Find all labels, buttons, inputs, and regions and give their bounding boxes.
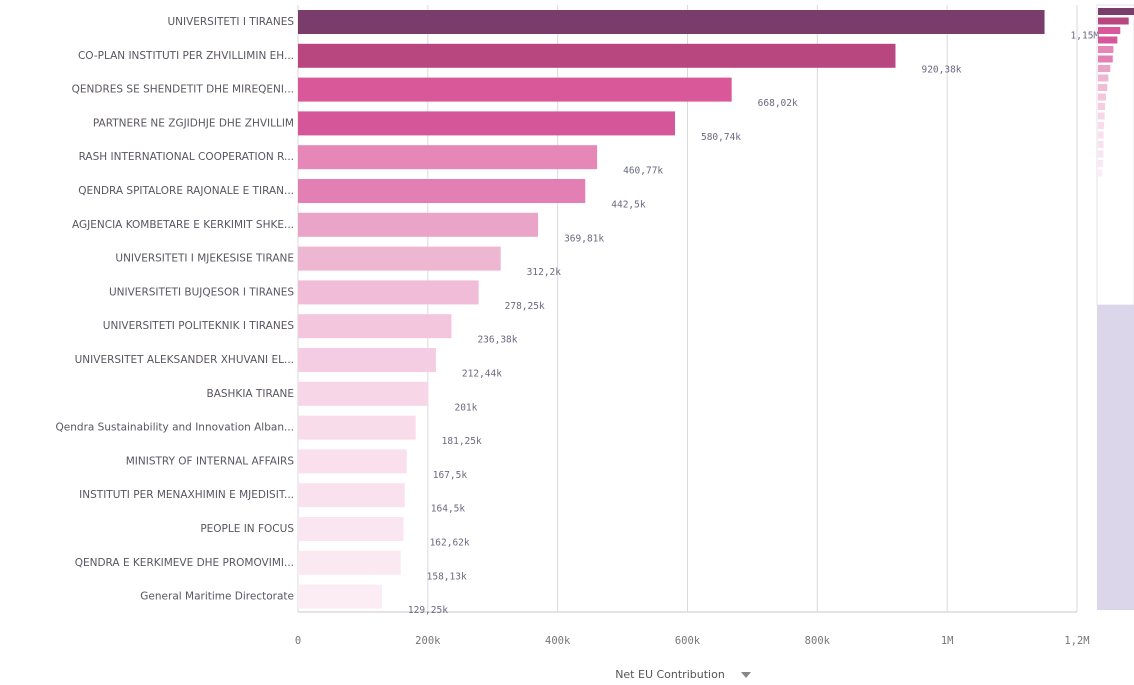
x-axis-title[interactable]: Net EU Contribution bbox=[615, 668, 725, 681]
minimap-track[interactable] bbox=[1097, 305, 1134, 610]
data-label: 1,15M bbox=[1071, 31, 1100, 42]
x-tick-label: 600k bbox=[675, 635, 701, 647]
bar bbox=[298, 381, 429, 406]
data-label: 129,25k bbox=[408, 605, 448, 616]
minimap-bar bbox=[1098, 131, 1104, 139]
bar bbox=[298, 10, 1045, 34]
bar bbox=[298, 145, 598, 170]
data-label: 162,62k bbox=[430, 538, 470, 549]
minimap-bar bbox=[1098, 160, 1104, 167]
x-tick-label: 0 bbox=[295, 635, 301, 647]
data-label: 369,81k bbox=[564, 233, 604, 244]
data-label: 158,13k bbox=[427, 571, 467, 582]
bar bbox=[298, 550, 401, 575]
bar bbox=[298, 584, 382, 609]
data-label: 236,38k bbox=[477, 335, 517, 346]
category-label: UNIVERSITETI POLITEKNIK I TIRANES bbox=[103, 320, 295, 332]
minimap-bar bbox=[1098, 65, 1111, 72]
data-label: 181,25k bbox=[442, 436, 482, 447]
bar bbox=[298, 348, 436, 372]
category-label: QENDRA SPITALORE RAJONALE E TIRAN... bbox=[78, 185, 294, 197]
category-label: UNIVERSITETI BUJQESOR I TIRANES bbox=[109, 286, 294, 298]
minimap-bar bbox=[1098, 36, 1118, 44]
x-tick-label: 800k bbox=[805, 635, 831, 647]
minimap-bar bbox=[1098, 112, 1105, 120]
bar bbox=[298, 212, 539, 237]
data-label: 212,44k bbox=[462, 369, 502, 380]
category-label: MINISTRY OF INTERNAL AFFAIRS bbox=[126, 455, 295, 467]
category-label: UNIVERSITETI I TIRANES bbox=[167, 16, 294, 28]
bar bbox=[298, 43, 896, 68]
sort-dropdown[interactable] bbox=[741, 672, 751, 678]
category-label: AGJENCIA KOMBETARE E KERKIMIT SHKE... bbox=[72, 219, 294, 231]
category-label: BASHKIA TIRANE bbox=[206, 388, 294, 400]
data-label: 164,5k bbox=[431, 504, 466, 515]
minimap-bar bbox=[1098, 74, 1109, 82]
category-label: PARTNERE NE ZGJIDHJE DHE ZHVILLIM bbox=[93, 117, 294, 129]
data-label: 201k bbox=[454, 402, 477, 413]
category-label: UNIVERSITET ALEKSANDER XHUVANI EL... bbox=[75, 354, 294, 366]
bar bbox=[298, 179, 586, 203]
minimap-bar bbox=[1098, 93, 1106, 101]
bar bbox=[298, 517, 404, 541]
minimap-bar bbox=[1098, 150, 1104, 158]
category-label: General Maritime Directorate bbox=[140, 591, 294, 603]
bar bbox=[298, 415, 416, 440]
bar bbox=[298, 246, 501, 271]
minimap-bar bbox=[1098, 141, 1104, 148]
x-tick-label: 1M bbox=[941, 635, 954, 647]
minimap-bar bbox=[1098, 8, 1134, 15]
minimap-bar bbox=[1098, 17, 1129, 25]
x-tick-label: 1,2M bbox=[1064, 635, 1089, 647]
minimap-bar bbox=[1098, 169, 1103, 177]
x-tick-label: 200k bbox=[415, 635, 441, 647]
category-label: UNIVERSITETI I MJEKESISE TIRANE bbox=[115, 253, 294, 265]
data-label: 920,38k bbox=[921, 64, 961, 75]
bar bbox=[298, 280, 479, 305]
category-label: INSTITUTI PER MENAXHIMIN E MJEDISIT... bbox=[79, 489, 294, 501]
category-label: CO-PLAN INSTITUTI PER ZHVILLIMIN EH... bbox=[78, 50, 294, 62]
bar bbox=[298, 77, 732, 102]
category-label: PEOPLE IN FOCUS bbox=[200, 523, 294, 535]
bar bbox=[298, 449, 407, 474]
category-label: RASH INTERNATIONAL COOPERATION R... bbox=[79, 151, 294, 163]
data-label: 442,5k bbox=[611, 200, 646, 211]
data-label: 580,74k bbox=[701, 132, 741, 143]
minimap-bar bbox=[1098, 55, 1113, 63]
data-label: 460,77k bbox=[623, 166, 663, 177]
minimap-bar bbox=[1098, 46, 1114, 53]
data-label: 668,02k bbox=[758, 98, 798, 109]
data-label: 312,2k bbox=[527, 267, 562, 278]
bar bbox=[298, 483, 405, 508]
minimap-bar bbox=[1098, 27, 1121, 34]
category-label: QENDRES SE SHENDETIT DHE MIREQENI... bbox=[72, 84, 294, 96]
x-tick-label: 400k bbox=[545, 635, 571, 647]
category-label: Qendra Sustainability and Innovation Alb… bbox=[56, 422, 294, 434]
bar bbox=[298, 314, 452, 339]
minimap-bar bbox=[1098, 103, 1106, 110]
category-label: QENDRA E KERKIMEVE DHE PROMOVIMI... bbox=[75, 557, 294, 569]
data-label: 278,25k bbox=[505, 301, 545, 312]
bar bbox=[298, 111, 675, 136]
data-label: 167,5k bbox=[433, 470, 468, 481]
minimap-bar bbox=[1098, 84, 1108, 91]
minimap-bar bbox=[1098, 122, 1105, 129]
